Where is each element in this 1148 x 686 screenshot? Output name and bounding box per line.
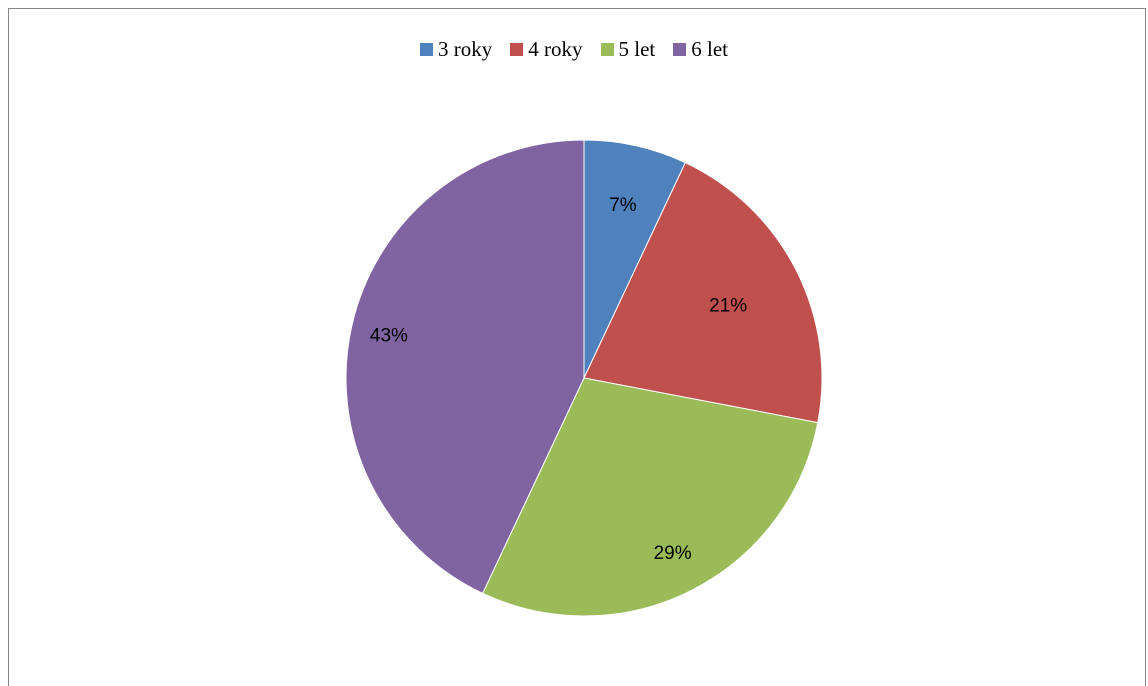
chart-legend: 3 roky 4 roky 5 let 6 let <box>0 37 1148 62</box>
label-6-let: 43% <box>370 325 408 346</box>
slice-6-let <box>345 139 585 595</box>
label-5-let: 29% <box>654 543 692 564</box>
legend-label: 6 let <box>691 37 728 61</box>
legend-label: 4 roky <box>528 37 583 61</box>
pie-slices <box>345 139 823 617</box>
legend-swatch <box>420 43 433 56</box>
label-3-roky: 7% <box>609 195 637 216</box>
slice-4-roky <box>583 161 823 424</box>
slice-5-let <box>481 377 819 617</box>
legend-swatch <box>600 43 614 56</box>
legend-label: 3 roky <box>438 37 493 61</box>
legend-label: 5 let <box>618 37 656 61</box>
legend-swatch <box>510 43 524 56</box>
legend-item-3-roky: 3 roky <box>420 37 492 62</box>
legend-item-6-let: 6 let <box>673 37 728 62</box>
legend-item-4-roky: 4 roky <box>510 37 583 62</box>
pie-labels: 7% 21% 29% 43% <box>370 195 747 564</box>
label-4-roky: 21% <box>709 296 747 317</box>
legend-item-5-let: 5 let <box>600 37 656 62</box>
slice-3-roky <box>583 139 687 379</box>
legend-swatch <box>673 43 687 56</box>
